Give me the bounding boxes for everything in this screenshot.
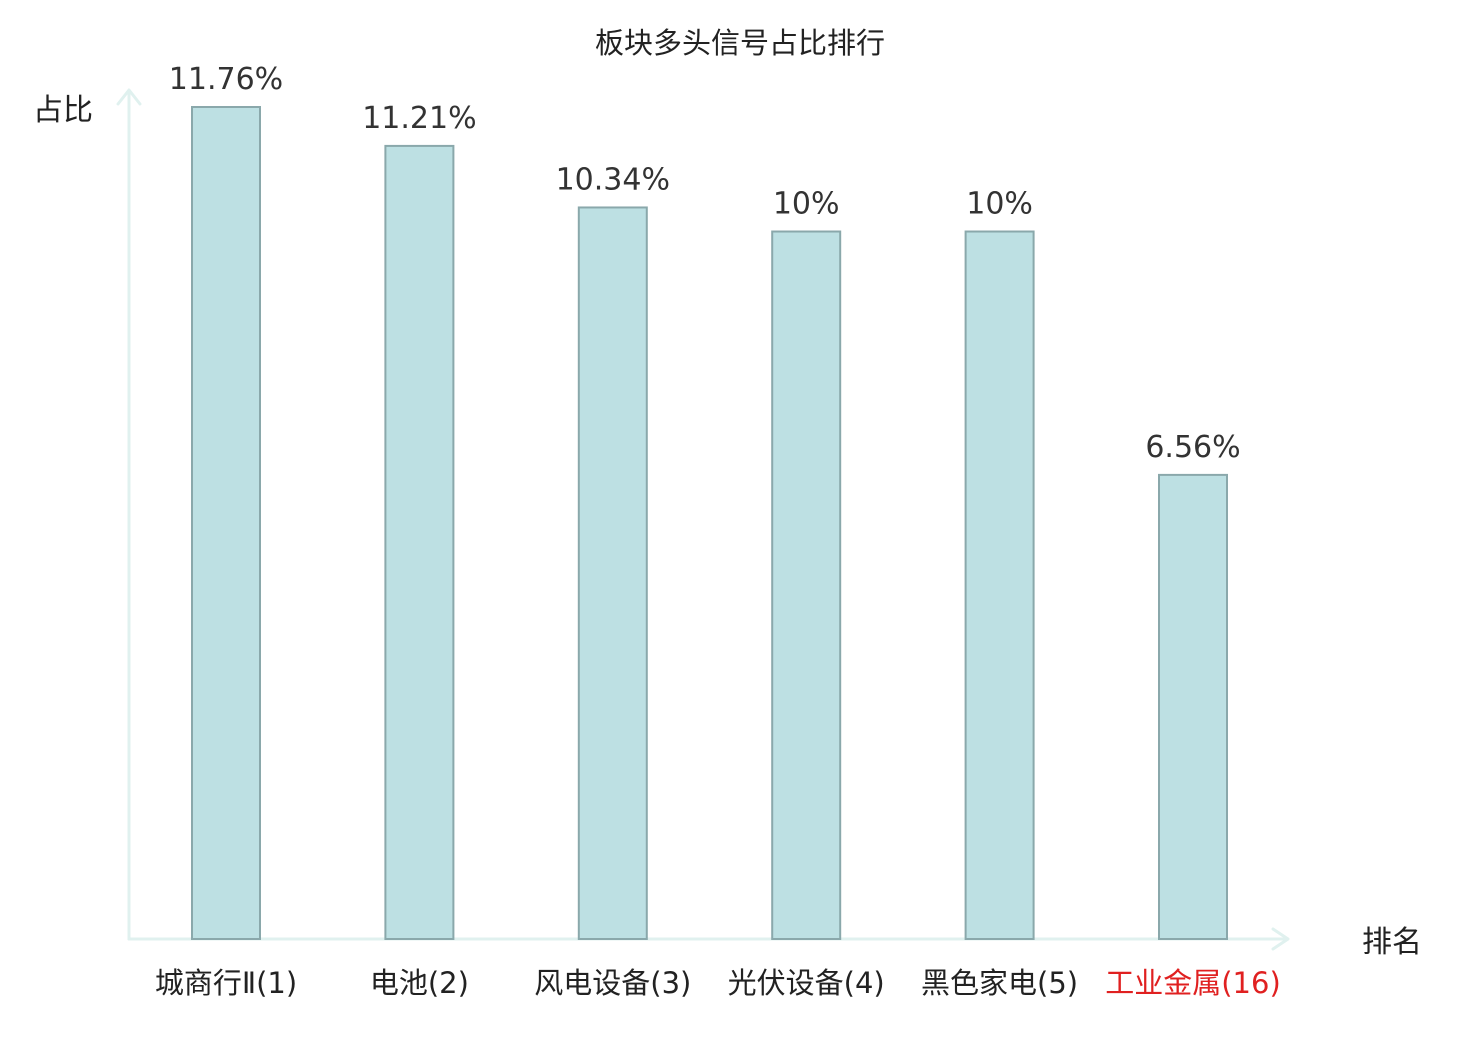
x-tick-label-3: 风电设备(3) — [534, 966, 691, 1000]
x-tick-label-5: 黑色家电(5) — [921, 966, 1078, 1000]
value-label-5: 10% — [966, 187, 1033, 222]
bars — [191, 106, 1228, 940]
axes — [116, 88, 1290, 951]
y-axis — [116, 88, 142, 106]
value-label-6: 6.56% — [1145, 430, 1240, 465]
bar-6 — [1158, 473, 1228, 940]
x-tick-labels: 城商行Ⅱ(1) 电池(2) 风电设备(3) 光伏设备(4) 黑色家电(5) 工业金属(16… — [155, 966, 1281, 1000]
value-label-3: 10.34% — [556, 162, 670, 197]
value-labels: 11.76% 11.21% 10.34% 10% 10% 6.56% — [169, 62, 1241, 465]
x-axis-arrow — [1271, 927, 1290, 951]
value-label-4: 10% — [773, 187, 840, 222]
bar-3 — [577, 206, 648, 940]
bar-1 — [191, 106, 261, 940]
value-label-1: 11.76% — [169, 62, 283, 97]
x-axis-label: 排名 — [1362, 925, 1422, 960]
y-axis-label: 占比 — [33, 93, 93, 128]
chart-title: 板块多头信号占比排行 — [595, 26, 885, 60]
bar-5 — [964, 230, 1035, 940]
value-label-2: 11.21% — [362, 101, 476, 136]
bar-2 — [384, 144, 455, 940]
x-tick-label-4: 光伏设备(4) — [728, 966, 885, 1000]
bar-4 — [771, 230, 842, 940]
x-tick-label-6: 工业金属(16) — [1105, 966, 1281, 1000]
x-tick-label-1: 城商行Ⅱ(1) — [155, 966, 297, 1000]
x-tick-label-2: 电池(2) — [370, 966, 469, 1000]
